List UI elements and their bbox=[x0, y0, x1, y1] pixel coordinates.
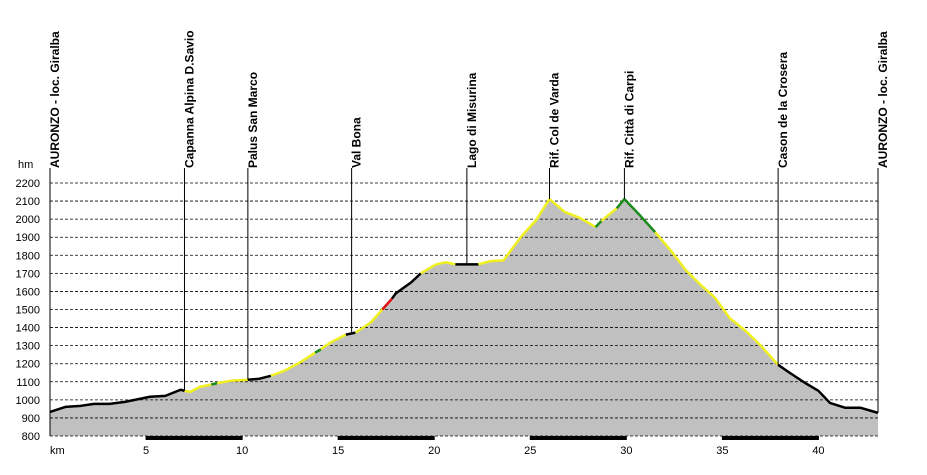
profile-line bbox=[247, 374, 272, 382]
y-tick-label: 1400 bbox=[16, 323, 40, 335]
profile-line bbox=[600, 207, 618, 222]
waypoint-label: Palus San Marco bbox=[246, 72, 260, 168]
x-tick-label: 35 bbox=[716, 445, 728, 457]
profile-line bbox=[314, 348, 322, 354]
profile-line bbox=[381, 297, 393, 311]
x-tick-label: 15 bbox=[332, 445, 344, 457]
y-tick-label: 1300 bbox=[16, 341, 40, 353]
x-tick-label: 10 bbox=[236, 445, 248, 457]
waypoint-label: Rif. Col de Varda bbox=[547, 72, 561, 168]
x-tick-label: 30 bbox=[620, 445, 632, 457]
profile-line bbox=[615, 197, 657, 233]
profile-line bbox=[390, 272, 422, 300]
waypoint-label: Capanna Alpina D.Savio bbox=[182, 30, 196, 168]
x-tick-label: 5 bbox=[143, 445, 149, 457]
profile-line bbox=[654, 231, 780, 366]
profile-line bbox=[777, 363, 879, 415]
y-tick-label: 900 bbox=[22, 413, 40, 425]
waypoint-label: AURONZO - loc. Giralba bbox=[876, 31, 890, 168]
waypoint-label: Rif. Città di Carpi bbox=[622, 71, 636, 168]
y-tick-label: 1600 bbox=[16, 286, 40, 298]
profile-line bbox=[320, 333, 347, 351]
y-tick-label: 1000 bbox=[16, 395, 40, 407]
scale-band bbox=[338, 436, 435, 440]
x-tick-label: 40 bbox=[812, 445, 824, 457]
profile-line bbox=[478, 197, 597, 266]
profile-line bbox=[211, 382, 218, 386]
y-tick-label: 2100 bbox=[16, 196, 40, 208]
scale-band bbox=[146, 436, 243, 440]
x-tick-label: 20 bbox=[428, 445, 440, 457]
y-tick-label: 1100 bbox=[16, 377, 40, 389]
waypoint-label: Val Bona bbox=[350, 117, 364, 168]
y-tick-label: 1500 bbox=[16, 305, 40, 317]
profile-fill bbox=[50, 199, 878, 436]
profile-line bbox=[594, 220, 603, 228]
profile-line bbox=[216, 378, 248, 385]
scale-band bbox=[722, 436, 819, 440]
profile-line bbox=[49, 388, 185, 414]
y-tick-label: 1900 bbox=[16, 232, 40, 244]
y-tick-label: 800 bbox=[22, 431, 40, 443]
y-tick-label: 1200 bbox=[16, 359, 40, 371]
waypoint-label: Lago di Misurina bbox=[465, 72, 479, 168]
profile-line bbox=[270, 351, 316, 377]
profile-line bbox=[345, 331, 356, 336]
profile-line bbox=[184, 383, 212, 394]
profile-line bbox=[354, 308, 384, 334]
waypoint-label: AURONZO - loc. Giralba bbox=[48, 31, 62, 168]
x-tick-label: 25 bbox=[524, 445, 536, 457]
y-tick-label: 2000 bbox=[16, 214, 40, 226]
scale-band bbox=[530, 436, 627, 440]
y-tick-label: 1700 bbox=[16, 268, 40, 280]
profile-line bbox=[420, 261, 456, 275]
waypoint-label: Cason de la Crosera bbox=[776, 52, 790, 168]
y-tick-label: 1800 bbox=[16, 250, 40, 262]
x-axis-label: km bbox=[50, 445, 65, 457]
y-axis-label: hm bbox=[18, 159, 33, 171]
y-tick-label: 2200 bbox=[16, 178, 40, 190]
